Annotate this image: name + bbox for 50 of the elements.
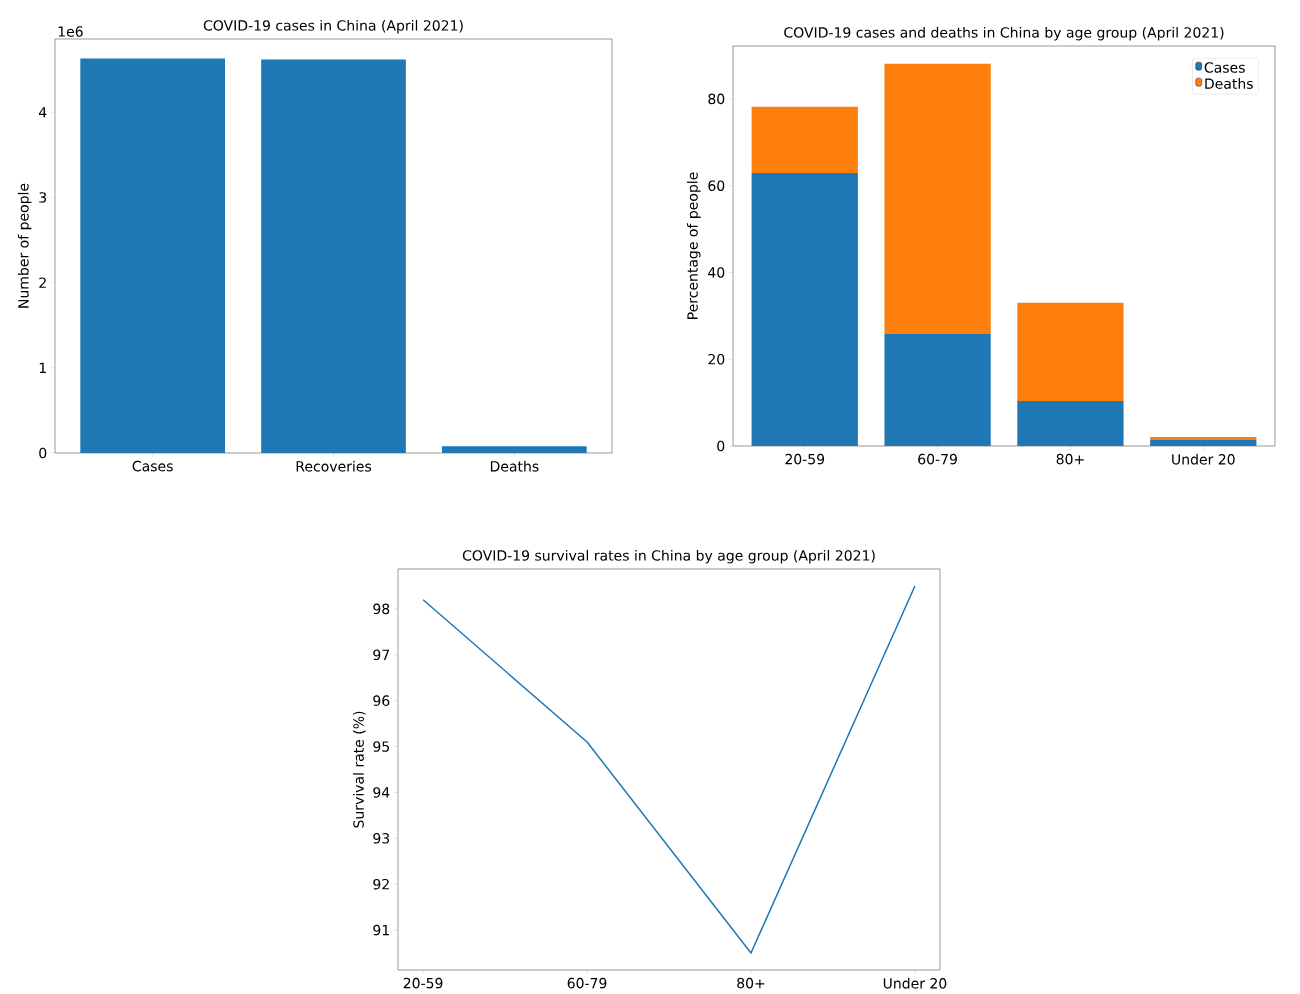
text: 1e6 xyxy=(58,26,83,37)
bar xyxy=(1017,302,1124,401)
bar xyxy=(1150,439,1257,446)
y-tick-label: 94 xyxy=(373,787,390,798)
x-tick-label: 20-59 xyxy=(403,977,443,989)
y-tick-label: 2 xyxy=(39,277,46,288)
y-tick-label: 0 xyxy=(39,447,47,459)
line-series xyxy=(422,585,916,954)
x-tick-label: Deaths xyxy=(490,460,539,472)
x-tick-label: 60-79 xyxy=(567,977,607,989)
bar xyxy=(884,63,991,335)
bar xyxy=(1017,400,1124,446)
y-tick-label: 80 xyxy=(708,93,725,105)
bar xyxy=(261,59,406,453)
x-tick-label: Under 20 xyxy=(883,977,947,989)
chart-title: COVID-19 cases in China (April 2021) xyxy=(203,19,463,34)
y-tick-label: 20 xyxy=(708,353,725,365)
y-axis-title: Survival rate (%) xyxy=(353,711,366,828)
x-tick-label: 20-59 xyxy=(785,453,825,465)
x-tick-label: 60-79 xyxy=(918,453,957,465)
y-tick-label: 4 xyxy=(38,107,47,118)
y-axis-title: Number of people xyxy=(17,183,32,308)
legend-label: Cases xyxy=(1204,62,1245,73)
x-tick-label: 80+ xyxy=(737,977,765,989)
y-tick-label: 0 xyxy=(717,440,725,452)
x-tick-label: 80+ xyxy=(1056,453,1084,465)
bar xyxy=(751,106,858,174)
y-tick-label: 92 xyxy=(373,878,389,890)
y-axis-title: Percentage of people xyxy=(686,172,701,319)
y-tick-label: 3 xyxy=(39,192,47,203)
y-tick-label: 98 xyxy=(373,603,390,615)
x-tick-label: Recoveries xyxy=(296,460,372,472)
bar xyxy=(1150,436,1257,440)
y-tick-label: 93 xyxy=(373,833,390,844)
y-tick-label: 91 xyxy=(373,924,389,936)
chart-title: COVID-19 cases and deaths in China by age group (April 2021) xyxy=(784,26,1224,41)
bar xyxy=(751,173,858,446)
x-tick-label: Under 20 xyxy=(1172,453,1235,465)
bar xyxy=(442,446,587,453)
chart-title: COVID-19 survival rates in China by age group (April 2021) xyxy=(462,549,875,564)
y-tick-label: 97 xyxy=(373,649,390,661)
legend-label: Deaths xyxy=(1205,78,1253,89)
y-tick-label: 96 xyxy=(373,695,390,706)
y-tick-label: 95 xyxy=(373,741,389,752)
y-tick-label: 40 xyxy=(708,267,725,278)
y-tick-label: 1 xyxy=(39,362,46,373)
bar xyxy=(884,334,991,446)
x-tick-label: Cases xyxy=(132,460,173,472)
bar xyxy=(80,58,225,453)
y-tick-label: 60 xyxy=(708,180,725,191)
